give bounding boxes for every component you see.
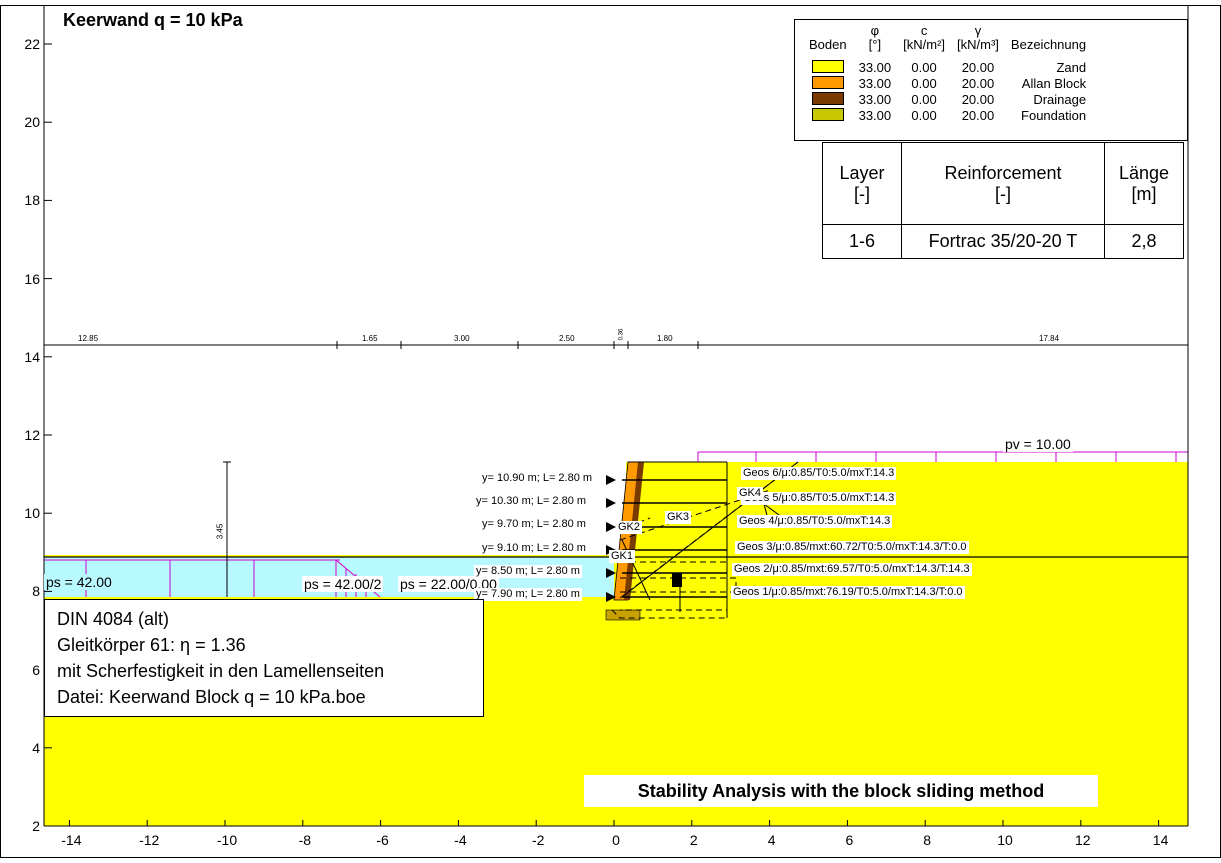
y-tick-label: 10 <box>24 505 40 522</box>
ps-left-label: ps = 42.00 <box>44 574 114 590</box>
geos-label: Geos 3/μ:0.85/mxt:60.72/T0:5.0/mxT:14.3/… <box>735 541 969 554</box>
legend-header-gamma: γ [kN/m³] <box>957 23 999 52</box>
x-tick-label: -8 <box>298 832 312 848</box>
dimension-label: 1.80 <box>657 334 673 343</box>
legend-row: 33.00 0.00 20.00 Drainage <box>803 92 1092 108</box>
legend-header-desc: Bezeichnung <box>1010 37 1087 52</box>
legend-header-c: c [kN/m²] <box>903 23 946 52</box>
y-tick-label: 20 <box>24 114 40 131</box>
legend-row: 33.00 0.00 20.00 Foundation <box>803 108 1092 124</box>
x-tick-label: 6 <box>845 832 854 848</box>
soil-legend: Boden φ [°] c [kN/m²] γ [kN/m³] Bezeichnung… <box>794 19 1188 141</box>
pv-load-label: pv = 10.00 <box>1003 436 1073 452</box>
x-tick-label: -6 <box>376 832 389 848</box>
y-tick-label: 16 <box>24 270 40 287</box>
axis-ticks <box>44 43 1160 827</box>
geos-label: Geos 5/μ:0.85/T0:5.0/mxT:14.3 <box>741 492 897 505</box>
geos-label: Geos 2/μ:0.85/mxt:69.57/T0:5.0/mxT:14.3/… <box>732 563 972 576</box>
legend-swatch-zand <box>811 60 844 73</box>
layer-label: y= 10.30 m; L= 2.80 m <box>474 495 589 508</box>
geos-label: Geos 1/μ:0.85/mxt:76.19/T0:5.0/mxT:14.3/… <box>731 586 965 599</box>
layer-label: y= 9.70 m; L= 2.80 m <box>480 518 588 531</box>
dimension-label: 0.36 <box>618 328 625 341</box>
y-tick-label: 22 <box>24 36 40 52</box>
x-tick-label: 14 <box>1152 832 1169 848</box>
legend-swatch-foundation <box>811 108 844 121</box>
gk-label: GK2 <box>616 521 643 534</box>
chart-title: Keerwand q = 10 kPa <box>63 10 243 30</box>
x-tick-label: 10 <box>997 832 1013 848</box>
y-tick-label: 4 <box>32 739 40 756</box>
legend-row: 33.00 0.00 20.00 Allan Block <box>803 76 1092 92</box>
legend-swatch-drainage <box>811 92 844 105</box>
legend-header-name: Boden <box>809 37 847 52</box>
info-safety-factor: Gleitkörper 61: η = 1.36 <box>57 635 246 655</box>
dimension-label: 1.65 <box>362 334 378 343</box>
reinforcement-table: Layer [-] Reinforcement [-] Länge [m] 1-6 F… <box>822 142 1184 259</box>
layer-arrows <box>606 475 616 602</box>
dimension-ticks <box>336 341 699 349</box>
x-tick-label: -10 <box>216 832 238 848</box>
gk-label: GK3 <box>665 511 692 524</box>
analysis-info-box: DIN 4084 (alt) Gleitkörper 61: η = 1.36 … <box>44 599 484 717</box>
y-tick-label: 18 <box>24 192 40 209</box>
ps-mid-label: ps = 42.00/2 <box>302 576 384 592</box>
y-tick-label: 14 <box>24 348 40 365</box>
gk-label: GK4 <box>737 487 764 500</box>
dimension-label: 3.00 <box>454 334 470 343</box>
x-tick-label: -4 <box>454 832 467 848</box>
geos-label: Geos 4/μ:0.85/T0:5.0/mxT:14.3 <box>737 515 893 528</box>
y-tick-label: 8 <box>32 583 40 600</box>
legend-swatch-allan-block <box>811 76 844 89</box>
dimension-label: 17.84 <box>1039 334 1060 343</box>
x-tick-label: -12 <box>139 832 160 848</box>
y-tick-label: 12 <box>24 427 40 443</box>
analysis-caption: Stability Analysis with the block slidin… <box>584 775 1098 807</box>
layer-label: y= 7.90 m; L= 2.80 m <box>474 588 582 601</box>
info-method-note: mit Scherfestigkeit in den Lamellenseite… <box>57 661 385 681</box>
x-tick-label: 8 <box>923 832 932 848</box>
geos-label: Geos 6/μ:0.85/T0:5.0/mxT:14.3 <box>741 467 897 480</box>
layer-label: y= 8.50 m; L= 2.80 m <box>474 565 582 578</box>
layer-label: y= 10.90 m; L= 2.80 m <box>480 472 595 485</box>
y-tick-label: 2 <box>32 818 40 834</box>
x-tick-label: 4 <box>767 832 776 848</box>
dimension-label: 12.85 <box>78 334 99 343</box>
x-tick-label: -2 <box>531 832 545 848</box>
info-standard: DIN 4084 (alt) <box>57 609 170 629</box>
x-tick-label: -14 <box>61 832 82 848</box>
x-tick-label: 2 <box>689 832 698 848</box>
layer-label: y= 9.10 m; L= 2.80 m <box>480 542 588 555</box>
legend-row: 33.00 0.00 20.00 Zand <box>803 60 1092 76</box>
dimension-label: 2.50 <box>559 334 575 343</box>
ps-right-label: ps = 22.00/0.00 <box>398 576 499 592</box>
gk-label: GK1 <box>609 550 636 563</box>
y-tick-label: 6 <box>32 661 40 678</box>
x-tick-label: 0 <box>612 832 620 848</box>
foundation-pad <box>605 609 641 621</box>
x-tick-label: 12 <box>1075 832 1091 848</box>
vertical-dimension-label: 3.45 <box>215 523 225 540</box>
legend-header-phi: φ [°] <box>868 23 882 52</box>
surface-load-lines <box>697 451 1188 462</box>
info-file-name: Datei: Keerwand Block q = 10 kPa.boe <box>57 687 366 707</box>
